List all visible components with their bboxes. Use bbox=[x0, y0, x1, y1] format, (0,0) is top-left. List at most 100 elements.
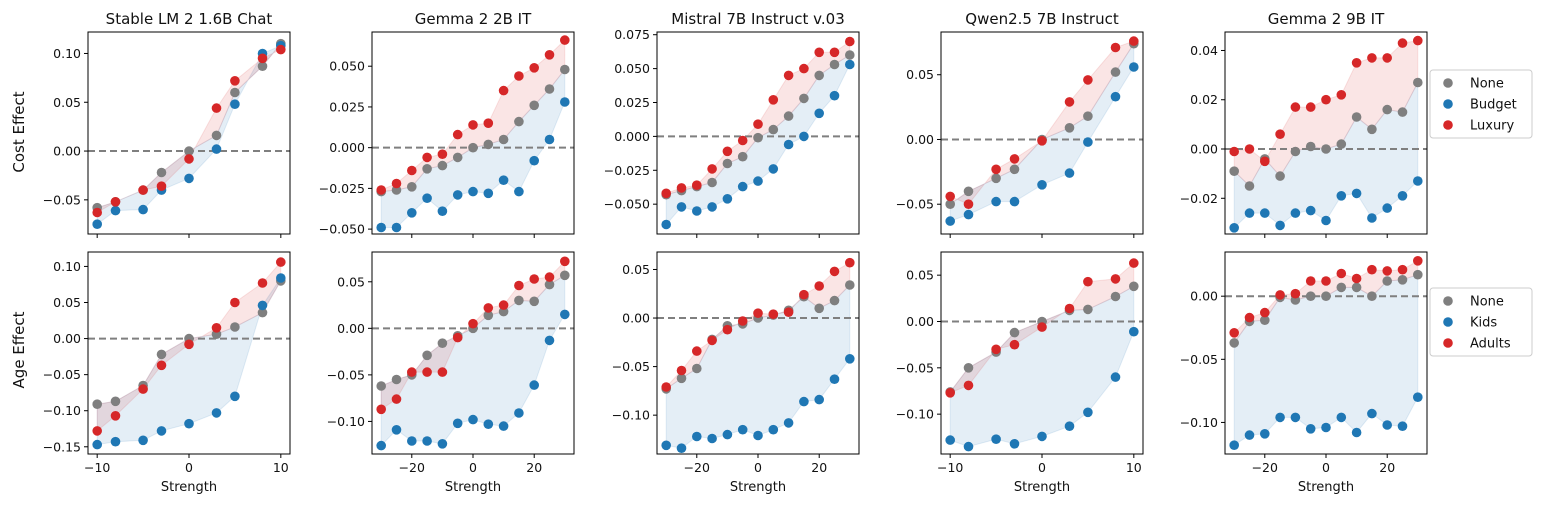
y-tick-label: 0.05 bbox=[906, 268, 934, 283]
point-budget bbox=[737, 181, 748, 192]
y-tick-label: −0.05 bbox=[43, 367, 81, 382]
y-tick-label: 0.025 bbox=[614, 95, 650, 110]
y-tick-label: −0.10 bbox=[327, 414, 365, 429]
point-budget bbox=[1305, 205, 1316, 216]
point-adults bbox=[1336, 268, 1347, 279]
point-none bbox=[544, 84, 555, 94]
point-adults bbox=[829, 266, 840, 277]
point-adults bbox=[1275, 290, 1285, 300]
point-kids bbox=[661, 440, 671, 451]
point-luxury bbox=[1260, 156, 1270, 167]
point-none bbox=[514, 295, 524, 306]
point-adults bbox=[211, 323, 222, 333]
legend-marker-adults bbox=[1443, 338, 1453, 348]
point-kids bbox=[138, 435, 148, 446]
point-budget bbox=[1037, 180, 1047, 190]
point-none bbox=[1321, 291, 1331, 302]
x-tick-label: 20 bbox=[811, 460, 827, 475]
point-kids bbox=[437, 439, 448, 449]
point-budget bbox=[722, 194, 733, 204]
point-kids bbox=[692, 431, 702, 442]
point-luxury bbox=[1382, 53, 1392, 63]
point-none bbox=[560, 270, 570, 281]
y-tick-label: 0.000 bbox=[614, 129, 650, 144]
point-adults bbox=[560, 256, 570, 267]
point-kids bbox=[1260, 429, 1270, 439]
point-luxury bbox=[945, 191, 955, 202]
point-budget bbox=[468, 186, 478, 197]
y-tick-label: −0.10 bbox=[43, 403, 81, 418]
point-none bbox=[707, 177, 717, 188]
point-none bbox=[676, 373, 687, 384]
point-luxury bbox=[276, 44, 286, 55]
point-luxury bbox=[1397, 38, 1408, 48]
point-budget bbox=[1336, 191, 1347, 201]
point-luxury bbox=[1244, 144, 1255, 154]
point-none bbox=[437, 160, 448, 171]
x-tick-label: −10 bbox=[84, 460, 110, 475]
legend-marker-kids bbox=[1443, 317, 1453, 327]
point-none bbox=[753, 132, 763, 143]
point-kids bbox=[845, 354, 855, 364]
point-adults bbox=[1129, 258, 1139, 268]
point-none bbox=[829, 59, 840, 70]
point-none bbox=[1260, 315, 1270, 326]
point-none bbox=[799, 93, 809, 104]
y-tick-label: −0.10 bbox=[612, 408, 650, 423]
point-budget bbox=[753, 176, 763, 186]
point-luxury bbox=[814, 47, 824, 58]
point-luxury bbox=[783, 70, 794, 81]
point-none bbox=[1110, 291, 1121, 302]
point-budget bbox=[963, 209, 974, 220]
point-none bbox=[692, 363, 702, 374]
point-budget bbox=[422, 193, 432, 203]
y-tick-label: −0.050 bbox=[319, 222, 365, 237]
point-luxury bbox=[1064, 97, 1075, 107]
point-kids bbox=[1275, 412, 1285, 423]
x-tick-label: 10 bbox=[1126, 460, 1142, 475]
point-luxury bbox=[661, 188, 671, 199]
legend-marker-none bbox=[1443, 78, 1453, 88]
y-tick-label: 0.00 bbox=[53, 331, 81, 346]
panel-title: Gemma 2 2B IT bbox=[415, 10, 532, 28]
panel-title: Qwen2.5 7B Instruct bbox=[965, 10, 1119, 28]
point-none bbox=[845, 280, 855, 290]
point-none bbox=[991, 173, 1001, 184]
point-luxury bbox=[1110, 42, 1121, 53]
point-none bbox=[737, 151, 748, 162]
point-luxury bbox=[257, 53, 268, 64]
point-kids bbox=[468, 414, 478, 425]
point-none bbox=[257, 307, 268, 318]
point-adults bbox=[1290, 288, 1301, 299]
point-none bbox=[1397, 275, 1408, 285]
point-luxury bbox=[1321, 94, 1331, 105]
point-adults bbox=[483, 303, 494, 313]
point-kids bbox=[783, 418, 794, 428]
y-tick-label: 0.00 bbox=[337, 321, 365, 336]
point-adults bbox=[422, 367, 432, 377]
y-tick-label: 0.05 bbox=[906, 67, 934, 82]
point-luxury bbox=[1129, 36, 1139, 46]
point-luxury bbox=[1305, 102, 1316, 112]
point-none bbox=[963, 363, 974, 373]
point-adults bbox=[814, 281, 824, 291]
point-kids bbox=[1336, 412, 1347, 423]
point-budget bbox=[92, 219, 102, 229]
point-luxury bbox=[391, 178, 402, 189]
panel-r0-c3: −0.05 0.00 0.05 Qwen2.5 7B Instruct bbox=[896, 10, 1144, 238]
point-none bbox=[1336, 282, 1347, 293]
point-none bbox=[544, 279, 555, 290]
point-adults bbox=[1305, 276, 1316, 286]
point-none bbox=[1275, 171, 1285, 181]
point-none bbox=[1382, 276, 1392, 286]
point-none bbox=[1413, 269, 1423, 280]
point-none bbox=[1305, 291, 1316, 302]
point-kids bbox=[676, 443, 687, 454]
y-tick-label: 0.000 bbox=[329, 140, 365, 155]
point-adults bbox=[437, 367, 448, 377]
legend-label-luxury: Luxury bbox=[1470, 119, 1515, 134]
panel-r0-c0: −0.05 0.00 0.05 0.10 Stable LM 2 1.6B Chat bbox=[43, 10, 291, 238]
point-none bbox=[963, 186, 974, 197]
point-none bbox=[391, 374, 402, 385]
y-tick-label: 0.050 bbox=[614, 61, 650, 76]
